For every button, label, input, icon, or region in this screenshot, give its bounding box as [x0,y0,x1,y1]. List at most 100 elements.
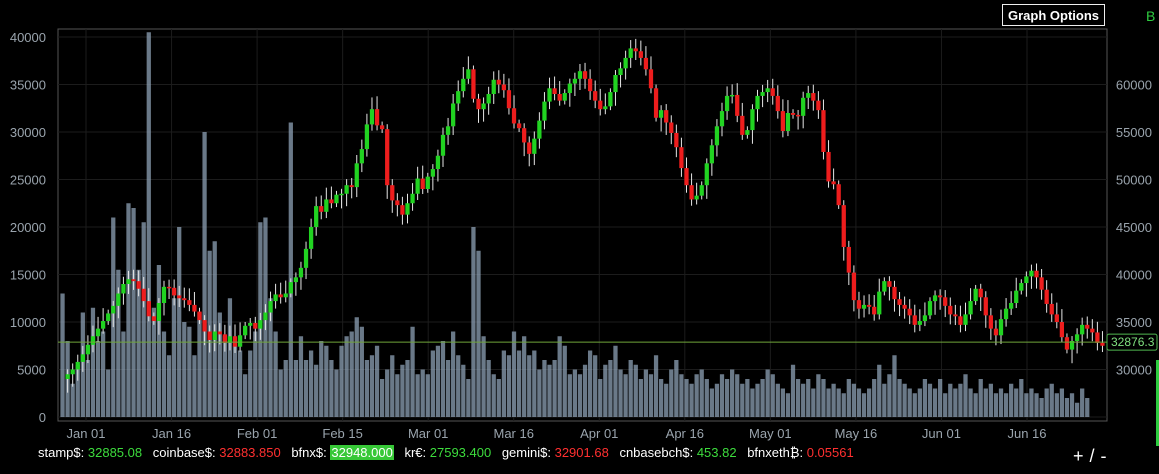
volume-bar [750,388,755,417]
ticker-stamp[interactable]: stamp$: 32885.08 [38,445,142,460]
volume-bar [364,360,370,417]
volume-bar [116,269,121,417]
candle-up [658,110,664,118]
volume-tick-label: 35000 [10,78,46,93]
volume-bar [603,364,608,417]
zoom-out-button[interactable]: - [1100,446,1107,466]
volume-bar [988,383,993,417]
candle-up [572,78,578,84]
candle-down [740,115,745,135]
price-tick-label: 50000 [1116,173,1152,188]
volume-bar [293,360,299,417]
ticker-cnbasebch[interactable]: cnbasebch$: 453.82 [619,445,736,460]
candle-down [496,79,501,85]
volume-bar [598,379,603,417]
candle-up [714,126,720,146]
volume-bar [892,355,897,417]
candle-up [806,93,811,98]
volume-bar [298,336,304,417]
volume-bar [329,360,334,417]
ticker-kraken[interactable]: kr€: 27593.400 [404,445,491,460]
corner-letter: B [1146,8,1156,24]
candle-up [963,314,968,325]
ticker-bfnxeth[interactable]: bfnxeth₿: 0.05561 [747,445,854,460]
volume-bar [983,388,988,417]
volume-bar [1069,393,1075,417]
candle-down [177,295,182,299]
volume-bar [1064,398,1070,417]
candle-down [674,132,679,148]
volume-bar [410,326,415,417]
volume-bar [917,388,922,417]
volume-bar [339,345,344,417]
volume-bar [846,379,851,417]
volume-bar [496,379,501,417]
ticker-value: 32883.850 [219,445,281,460]
candle-down [192,304,197,312]
volume-bar [476,250,481,417]
volume-bar [1085,398,1090,417]
candle-up [156,303,162,322]
candle-up [973,288,978,302]
candle-down [217,331,222,335]
volume-bar [1074,402,1080,417]
graph-options-button[interactable]: Graph Options [1002,4,1105,26]
volume-bar [958,383,963,417]
x-tick-label: Feb 01 [237,426,277,441]
volume-bar [709,388,714,417]
volume-bar [801,383,806,417]
volume-bar [927,383,933,417]
volume-bar [856,388,862,417]
volume-bar [633,364,638,417]
ticker-bfnx[interactable]: bfnx$: 32948.000 [291,445,394,460]
x-tick-label: Apr 01 [580,426,618,441]
volume-bar [587,350,593,417]
candle-up [998,319,1004,336]
candle-up [80,354,85,362]
volume-bar [831,383,836,417]
volume-bar [719,374,725,417]
candle-up [719,111,725,127]
candle-down [1095,332,1100,343]
volume-bar [953,388,958,417]
volume-bar [415,374,420,417]
candle-down [385,129,390,186]
candle-up [801,97,806,116]
candle-up [430,169,435,177]
volume-bar [161,331,167,417]
candle-up [922,315,928,322]
candle-down [1049,303,1054,315]
candle-down [831,181,836,185]
candle-up [1014,290,1019,303]
candle-up [765,88,770,93]
volume-bar [684,379,689,417]
candle-down [197,311,202,321]
volume-bar [562,345,567,417]
volume-bar [542,360,547,417]
volume-tick-label: 20000 [10,220,46,235]
candle-up [486,94,491,104]
volume-bar [775,383,780,417]
candle-down [1054,314,1059,322]
ticker-gemini[interactable]: gemini$: 32901.68 [502,445,609,460]
volume-bar [724,379,730,417]
volume-bar [973,393,978,417]
candle-up [491,79,496,94]
volume-bar [395,374,400,417]
candle-up [445,126,451,135]
volume-bar [303,360,309,417]
candle-down [780,111,786,132]
candle-up [577,71,583,79]
candle-up [95,328,101,337]
candle-up [623,57,628,69]
ticker-coinbase[interactable]: coinbase$: 32883.850 [153,445,281,460]
price-tick-label: 35000 [1116,315,1152,330]
zoom-in-button[interactable]: + [1073,446,1084,466]
candle-down [253,322,258,329]
volume-bar [618,369,623,417]
candle-up [308,227,314,249]
volume-bar [385,369,390,417]
price-axis: 30000 35000 40000 45000 50000 55000 60000 [1116,78,1152,378]
ticker-value: 32948.000 [330,445,394,460]
